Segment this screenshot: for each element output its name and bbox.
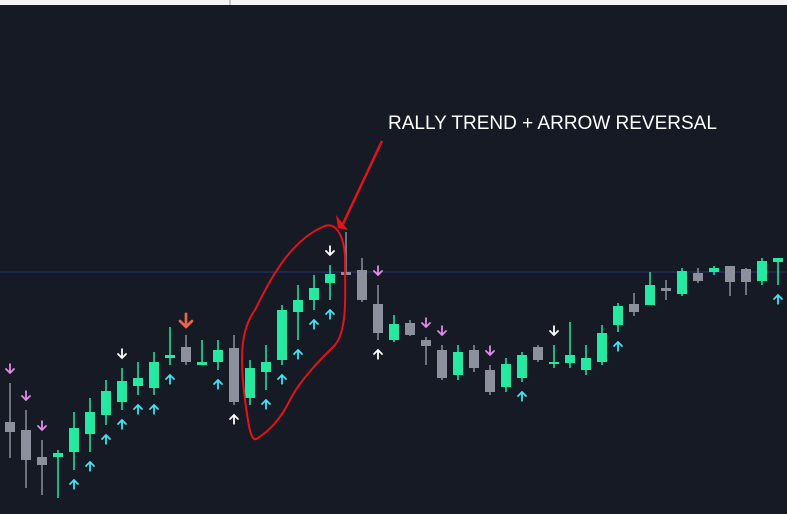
signal-arrow: [229, 413, 239, 425]
annotation-arrowhead: [336, 215, 348, 230]
candle-body: [325, 274, 335, 283]
signal-arrow: [277, 373, 287, 385]
candle-body: [773, 258, 783, 262]
highlight-loop: [241, 224, 347, 441]
candle-body: [629, 304, 639, 312]
candle-body: [229, 348, 239, 402]
signal-arrow: [373, 348, 383, 360]
candle-body: [197, 362, 207, 365]
candle-body: [389, 324, 399, 340]
signal-arrow: [373, 265, 383, 277]
signal-arrow: [178, 312, 194, 329]
signal-arrow: [293, 348, 303, 360]
signal-arrow: [117, 348, 127, 360]
candle-body: [565, 355, 575, 363]
signal-arrow: [133, 403, 143, 415]
candle-body: [757, 261, 767, 281]
candle-body: [21, 430, 31, 460]
candle-body: [245, 368, 255, 398]
signal-arrow: [325, 308, 335, 320]
plot: [0, 232, 787, 498]
candle-body: [597, 333, 607, 362]
candle-body: [181, 347, 191, 362]
signal-arrow: [69, 478, 79, 490]
candle-body: [421, 340, 431, 346]
candle-body: [677, 271, 687, 294]
candle-body: [453, 352, 463, 375]
candle-body: [357, 270, 367, 300]
signal-arrow: [213, 378, 223, 390]
candle-body: [533, 347, 543, 360]
annotation-arrow: [340, 140, 384, 227]
signal-arrow: [773, 293, 783, 305]
candle-body: [165, 355, 175, 358]
candle-body: [613, 306, 623, 325]
signal-arrow: [117, 418, 127, 430]
signal-arrow: [21, 390, 31, 402]
candle-body: [405, 323, 415, 335]
signal-arrow: [165, 373, 175, 385]
candle-body: [37, 457, 47, 465]
signal-arrow: [309, 318, 319, 330]
candle-body: [661, 288, 671, 291]
candle-body: [69, 428, 79, 452]
candle-body: [709, 268, 719, 272]
candle-body: [501, 364, 511, 387]
signal-arrow: [5, 363, 15, 375]
candle-body: [85, 412, 95, 434]
candle-body: [645, 285, 655, 305]
signal-arrow: [37, 420, 47, 432]
signal-arrow: [485, 345, 495, 357]
candle-body: [309, 288, 319, 300]
candle-body: [117, 381, 127, 402]
signal-arrow: [421, 317, 431, 329]
candle-body: [725, 266, 735, 282]
candle-body: [101, 391, 111, 415]
candle-body: [437, 350, 447, 378]
candle-body: [293, 300, 303, 312]
candle-body: [581, 358, 591, 370]
candle-body: [53, 453, 63, 457]
candle-body: [517, 355, 527, 378]
top-strip: [0, 0, 787, 5]
candle-body: [469, 350, 479, 368]
signal-arrow: [325, 245, 335, 257]
candle-body: [741, 269, 751, 282]
signal-arrow: [549, 325, 559, 337]
signal-arrow: [517, 390, 527, 402]
candle-body: [5, 422, 15, 432]
candle-body: [549, 362, 559, 364]
signal-arrow: [149, 403, 159, 415]
candle-body: [373, 304, 383, 333]
candle-body: [485, 370, 495, 392]
candle-body: [133, 378, 143, 386]
candle-body: [693, 273, 703, 281]
signal-arrow: [613, 340, 623, 352]
signal-arrow: [101, 433, 111, 445]
candle-body: [261, 362, 271, 372]
candle-body: [149, 362, 159, 388]
annotation: RALLY TREND + ARROW REVERSAL: [388, 113, 717, 134]
candle-body: [213, 350, 223, 362]
candle-body: [277, 310, 287, 360]
signal-arrow: [85, 460, 95, 472]
signal-arrow: [437, 325, 447, 337]
signal-arrow: [261, 398, 271, 410]
